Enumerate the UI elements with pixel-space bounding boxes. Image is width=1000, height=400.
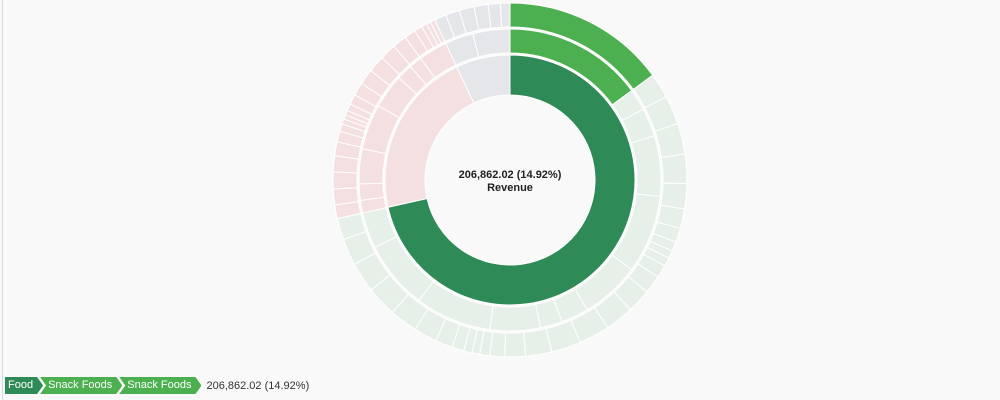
ring3-segment-category-2-2[interactable] (332, 171, 358, 190)
breadcrumb-item-food[interactable]: Food (5, 377, 43, 394)
ring3-segment-category-1-16[interactable] (523, 328, 553, 357)
ring3-segment-category-1-3[interactable] (660, 153, 688, 185)
ring2-segment-category-1-2[interactable] (630, 135, 662, 198)
ring3-segment-category-1-17[interactable] (504, 331, 527, 358)
ring2-segment-category-3-1[interactable] (472, 28, 511, 58)
breadcrumb-item-snack-foods-leaf[interactable]: Snack Foods (119, 377, 201, 394)
ring3-segment-category-3-5[interactable] (499, 2, 511, 28)
breadcrumb-value: 206,862.02 (14.92%) (206, 379, 310, 392)
center-measure: Revenue (487, 182, 533, 194)
ring1-segment-category-2-0[interactable] (456, 54, 511, 104)
ring3-segment-category-3-4[interactable] (487, 2, 503, 29)
ring2-segment-category-2-1[interactable] (358, 182, 385, 201)
center-value: 206,862.02 (14.92%) (459, 169, 562, 181)
ring2-segment-category-1-7[interactable] (489, 303, 541, 332)
breadcrumb: Food Snack Foods Snack Foods 206,862.02 … (5, 377, 309, 394)
ring1-segment-food-0-0[interactable] (387, 54, 636, 306)
ring3-segment-category-2-1[interactable] (332, 187, 360, 206)
breadcrumb-item-snack-foods[interactable]: Snack Foods (40, 377, 122, 394)
left-border (2, 0, 3, 400)
ring3-segment-category-1-4[interactable] (660, 182, 688, 210)
ring2-segment-category-2-2[interactable] (358, 148, 387, 185)
